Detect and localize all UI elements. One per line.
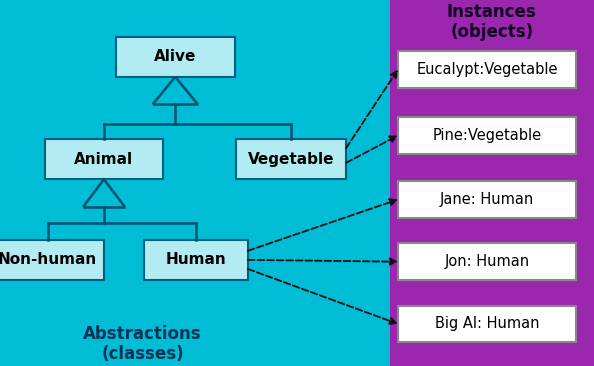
Bar — [398, 117, 576, 154]
Bar — [398, 306, 576, 342]
Bar — [398, 243, 576, 280]
Bar — [398, 51, 576, 88]
Text: Pine:Vegetable: Pine:Vegetable — [432, 128, 542, 143]
Bar — [0, 240, 104, 280]
Text: Human: Human — [166, 253, 226, 267]
Text: Abstractions
(classes): Abstractions (classes) — [83, 325, 202, 363]
Text: Instances
(objects): Instances (objects) — [447, 3, 537, 41]
Bar — [236, 139, 346, 179]
Bar — [398, 181, 576, 218]
Text: Non-human: Non-human — [0, 253, 97, 267]
Text: Jane: Human: Jane: Human — [440, 192, 534, 207]
Bar — [45, 139, 163, 179]
Text: Vegetable: Vegetable — [248, 152, 334, 167]
Bar — [0, 0, 390, 366]
Bar — [390, 0, 594, 366]
Text: Animal: Animal — [74, 152, 134, 167]
Text: Alive: Alive — [154, 49, 197, 64]
Text: Big Al: Human: Big Al: Human — [435, 317, 539, 331]
Text: Eucalypt:Vegetable: Eucalypt:Vegetable — [416, 62, 558, 77]
Bar — [116, 37, 235, 77]
Bar — [144, 240, 248, 280]
Text: Jon: Human: Jon: Human — [444, 254, 530, 269]
